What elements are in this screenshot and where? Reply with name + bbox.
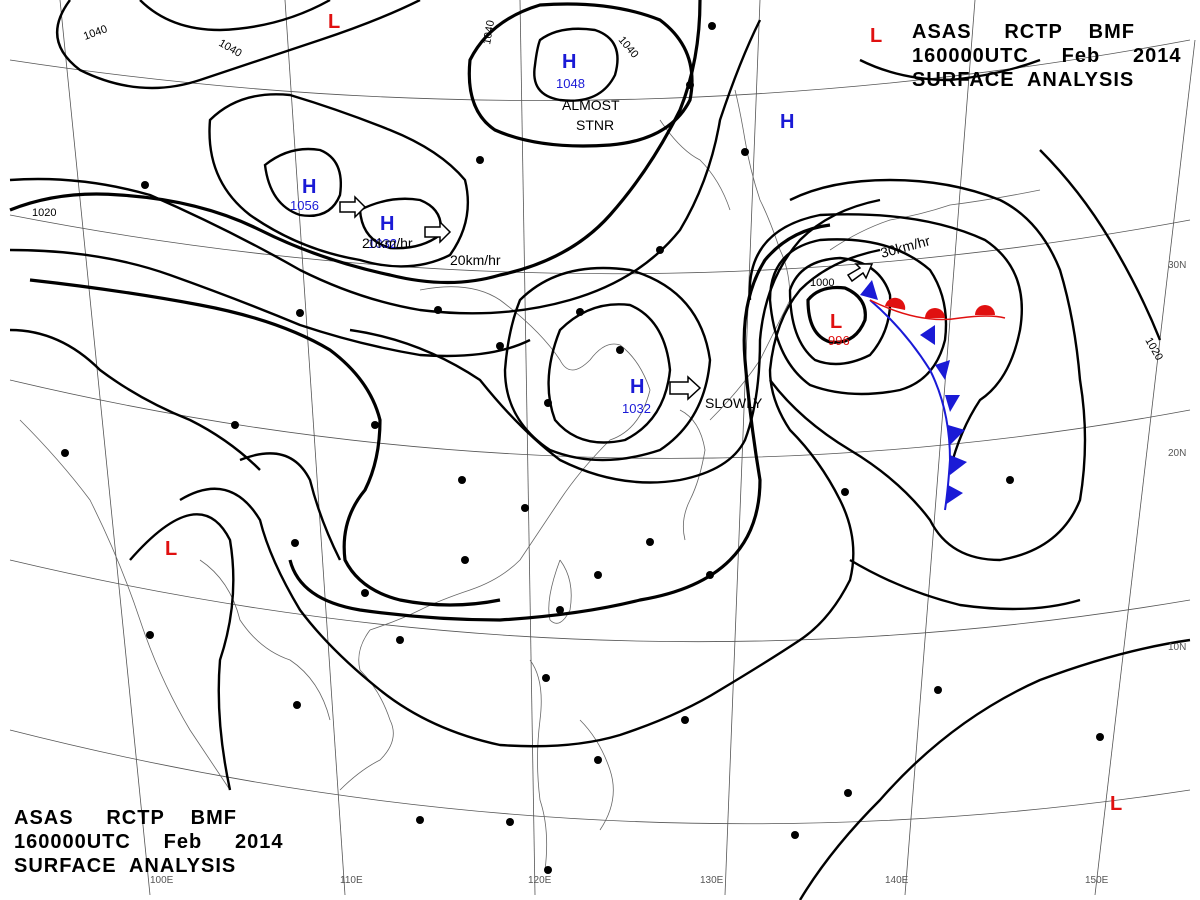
- high-center-label: H: [302, 176, 316, 198]
- high-center-value: 1056: [290, 198, 319, 213]
- isobar-label: 1020: [32, 207, 56, 219]
- cold-front: [860, 280, 967, 511]
- high-center-label: H: [380, 213, 394, 235]
- longitude-label: 130E: [700, 875, 724, 886]
- footer-line-2: 160000UTC Feb 2014: [14, 831, 284, 853]
- high-center-value: 1032: [622, 401, 651, 416]
- high-center-value: 1048: [556, 76, 585, 91]
- high-center-value: 1032: [368, 236, 397, 251]
- low-center-label: L: [830, 311, 842, 333]
- low-center-label: L: [165, 538, 177, 560]
- latitude-label: 20N: [1168, 448, 1186, 459]
- footer-title-block: ASAS RCTP BMF 160000UTC Feb 2014 SURFACE…: [14, 806, 283, 878]
- header-line-1: ASAS RCTP BMF: [912, 21, 1135, 43]
- header-line-3: SURFACE ANALYSIS: [912, 69, 1135, 91]
- longitude-label: 110E: [340, 875, 363, 886]
- high-center-label: H: [630, 376, 644, 398]
- pressure-centers: H 1048 H 1056 H 1032 H 1032 H L 996 L L …: [165, 11, 1122, 815]
- high-center-label: H: [780, 111, 794, 133]
- high-center-label: H: [562, 51, 576, 73]
- isobar-label: 1040: [481, 19, 497, 45]
- footer-line-1: ASAS RCTP BMF: [14, 807, 237, 829]
- isobar-label: 1000: [810, 277, 834, 289]
- longitude-label: 100E: [150, 875, 174, 886]
- header-line-2: 160000UTC Feb 2014: [912, 45, 1182, 67]
- status-label: ALMOST: [562, 97, 620, 113]
- warm-front: [869, 297, 1006, 321]
- low-center-label: L: [1110, 793, 1122, 815]
- coordinate-labels: 30N 20N 10N 100E 110E 120E 130E 140E 150…: [150, 260, 1186, 886]
- isobars: [9, 0, 1191, 900]
- speed-label: SLOWLY: [705, 395, 763, 411]
- speed-label: 20km/hr: [450, 252, 501, 268]
- low-center-value: 996: [828, 333, 850, 348]
- latitude-label: 30N: [1168, 260, 1186, 271]
- status-label: STNR: [576, 117, 614, 133]
- longitude-label: 120E: [528, 875, 552, 886]
- longitude-label: 150E: [1085, 875, 1109, 886]
- station-plots: [61, 22, 1104, 874]
- header-title-block: ASAS RCTP BMF 160000UTC Feb 2014 SURFACE…: [912, 20, 1181, 92]
- speed-label: 20km/hr: [362, 235, 413, 251]
- low-center-label: L: [870, 25, 882, 47]
- footer-line-3: SURFACE ANALYSIS: [14, 855, 237, 877]
- longitude-label: 140E: [885, 875, 909, 886]
- latitude-label: 10N: [1168, 642, 1186, 653]
- low-center-label: L: [328, 11, 340, 33]
- movement-arrows: [339, 195, 874, 401]
